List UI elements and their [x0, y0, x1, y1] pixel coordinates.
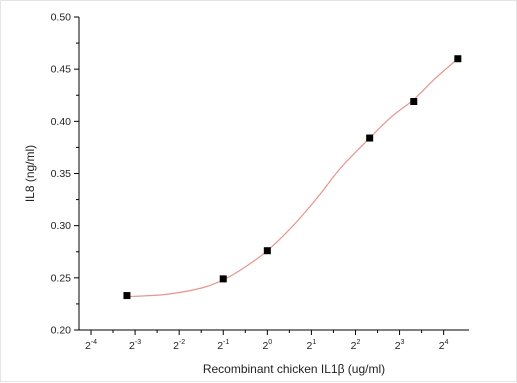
- axes: [78, 17, 469, 331]
- fit-curve: [126, 58, 459, 298]
- ticks: 0.20 0.25 0.30 0.35 0.40 0.45 0.50 2-4 2-3 2-2 2-1…: [51, 12, 449, 353]
- y-tick-label: 0.40: [51, 116, 72, 128]
- y-tick-label: 0.30: [51, 220, 72, 232]
- fit-curve-line: [126, 58, 459, 298]
- data-point: [263, 247, 271, 255]
- data-points: [123, 55, 462, 300]
- x-tick-label: 2-1: [217, 339, 229, 352]
- x-tick-label: 24: [439, 339, 449, 352]
- data-point: [219, 275, 227, 283]
- y-axis-title: IL8 (ng/ml): [23, 145, 37, 202]
- data-point: [410, 98, 418, 106]
- data-point: [454, 55, 462, 63]
- x-tick-label: 22: [351, 339, 361, 352]
- x-tick-label: 23: [395, 339, 405, 352]
- x-tick-label: 2-3: [129, 339, 141, 352]
- y-tick-label: 0.25: [51, 272, 72, 284]
- data-point: [123, 292, 131, 300]
- y-tick-label: 0.35: [51, 168, 72, 180]
- data-point: [366, 134, 374, 142]
- x-tick-label: 2-2: [173, 339, 185, 352]
- x-tick-label: 2-4: [85, 339, 97, 352]
- x-tick-label: 20: [262, 339, 272, 352]
- x-tick-label: 21: [307, 339, 317, 352]
- y-tick-label: 0.45: [51, 64, 72, 76]
- x-axis-title: Recombinant chicken IL1β (ug/ml): [203, 362, 385, 376]
- y-tick-label: 0.50: [51, 12, 72, 24]
- y-tick-label: 0.20: [51, 325, 72, 337]
